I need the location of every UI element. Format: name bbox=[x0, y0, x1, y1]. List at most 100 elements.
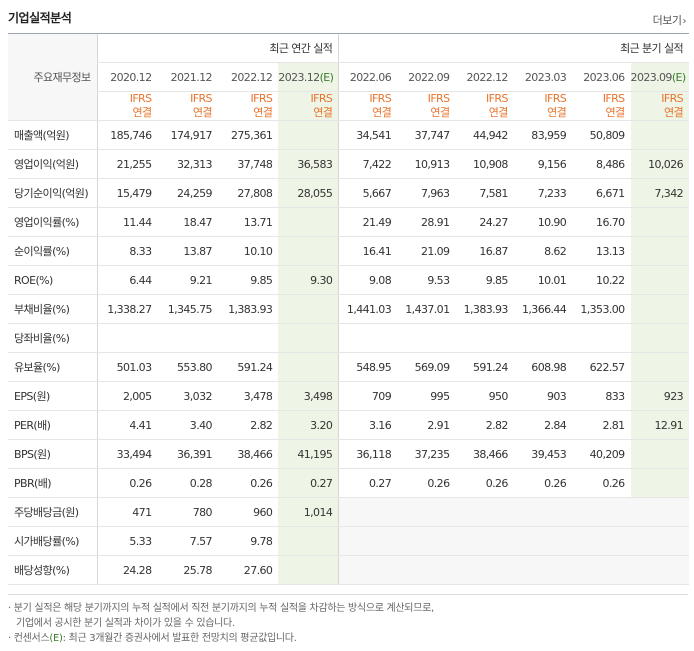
period-label: 2022.12 bbox=[231, 70, 273, 84]
table-cell: 9.21 bbox=[157, 265, 218, 295]
table-cell bbox=[630, 526, 689, 556]
table-cell: 10.22 bbox=[572, 265, 631, 295]
chevron-right-icon: › bbox=[682, 16, 687, 27]
table-cell: 471 bbox=[96, 497, 158, 527]
row-label: PER(배) bbox=[8, 410, 98, 440]
table-cell: 5,667 bbox=[338, 178, 398, 208]
period-header: 2023.09(E) bbox=[630, 62, 689, 92]
table-cell: 780 bbox=[157, 497, 218, 527]
table-cell: 0.26 bbox=[455, 468, 514, 498]
table-cell: 1,345.75 bbox=[157, 294, 218, 324]
table-cell: 27.60 bbox=[217, 555, 279, 585]
table-cell: 591.24 bbox=[455, 352, 514, 382]
footnote-2-prefix: · 컨센서스 bbox=[8, 633, 50, 644]
table-cell: 24,259 bbox=[157, 178, 218, 208]
table-cell: 40,209 bbox=[572, 439, 631, 469]
table-cell bbox=[397, 555, 456, 585]
table-cell: 1,383.93 bbox=[217, 294, 279, 324]
table-cell: 7.57 bbox=[157, 526, 218, 556]
table-cell bbox=[630, 352, 689, 382]
period-label: 2020.12 bbox=[110, 70, 152, 84]
ifrs-line: IFRS bbox=[310, 92, 333, 105]
ifrs-line: IFRS bbox=[544, 92, 567, 105]
table-cell bbox=[572, 555, 631, 585]
table-cell: 7,963 bbox=[397, 178, 456, 208]
table-cell bbox=[397, 497, 456, 527]
table-cell: 6.44 bbox=[96, 265, 158, 295]
table-cell: 28.91 bbox=[397, 207, 456, 237]
period-header: 2022.12 bbox=[217, 62, 279, 92]
period-label: 2021.12 bbox=[170, 70, 213, 84]
row-label: 순이익률(%) bbox=[8, 236, 98, 266]
table-cell: 2.82 bbox=[455, 410, 514, 440]
period-label: 2022.06 bbox=[349, 70, 392, 84]
table-cell: 903 bbox=[513, 381, 573, 411]
table-cell: 39,453 bbox=[513, 439, 573, 469]
table-cell: 36,118 bbox=[338, 439, 398, 469]
table-cell: 25.78 bbox=[157, 555, 218, 585]
table-cell bbox=[278, 294, 339, 324]
period-label: 2022.09 bbox=[408, 70, 450, 84]
table-cell: 16.41 bbox=[338, 236, 398, 266]
row-label: EPS(원) bbox=[8, 381, 98, 411]
table-cell: 9.08 bbox=[338, 265, 398, 295]
consolidated-line: 연결 bbox=[605, 106, 626, 119]
period-label: 2023.06 bbox=[583, 70, 625, 84]
consolidated-line: 연결 bbox=[253, 106, 273, 119]
estimate-mark: (E) bbox=[671, 70, 686, 84]
table-cell: 3,032 bbox=[157, 381, 218, 411]
footnote-2: · 컨센서스(E): 최근 3개월간 증권사에서 발표한 전망치의 평균값입니다… bbox=[8, 631, 688, 646]
table-cell: 1,353.00 bbox=[572, 294, 631, 324]
table-cell: 11.44 bbox=[96, 207, 158, 237]
consolidated-line: 연결 bbox=[132, 106, 152, 119]
period-label: 2023.12 bbox=[278, 70, 320, 84]
table-cell: 0.26 bbox=[96, 468, 158, 498]
table-cell bbox=[397, 323, 456, 353]
period-label: 2022.12 bbox=[466, 70, 509, 84]
table-cell: 5.33 bbox=[96, 526, 158, 556]
table-cell bbox=[338, 526, 398, 556]
financial-summary-table: 주요재무정보 최근 연간 실적 최근 분기 실적 2020.12 2021.12 2… bbox=[8, 33, 689, 585]
section-header: 기업실적분석 더보기› bbox=[0, 0, 694, 32]
table-cell: 33,494 bbox=[96, 439, 158, 469]
table-cell: 24.28 bbox=[96, 555, 158, 585]
table-cell: 9.30 bbox=[278, 265, 339, 295]
table-cell: 13.13 bbox=[572, 236, 631, 266]
table-cell bbox=[278, 555, 339, 585]
table-cell: 37,747 bbox=[397, 120, 456, 150]
period-header: 2021.12 bbox=[157, 62, 218, 92]
table-cell bbox=[278, 236, 339, 266]
table-row: 영업이익률(%) 11.44 18.47 13.71 21.49 28.91 24.27 10… bbox=[8, 207, 689, 237]
table-cell bbox=[157, 323, 218, 353]
table-cell: 34,541 bbox=[338, 120, 398, 150]
table-cell: 6,671 bbox=[572, 178, 631, 208]
consolidated-line: 연결 bbox=[372, 106, 392, 119]
table-row: BPS(원) 33,494 36,391 38,466 41,195 36,118 37,2… bbox=[8, 439, 689, 469]
table-cell: 41,195 bbox=[278, 439, 339, 469]
table-cell: 7,233 bbox=[513, 178, 573, 208]
table-cell: 0.26 bbox=[217, 468, 279, 498]
table-cell: 2.82 bbox=[217, 410, 279, 440]
table-cell: 0.26 bbox=[513, 468, 573, 498]
table-row: 배당성향(%) 24.28 25.78 27.60 bbox=[8, 555, 689, 585]
table-cell: 24.27 bbox=[455, 207, 514, 237]
period-header: 2023.06 bbox=[572, 62, 631, 92]
ifrs-line: IFRS bbox=[427, 92, 450, 105]
table-row: ROE(%) 6.44 9.21 9.85 9.30 9.08 9.53 9.85 10.01 1… bbox=[8, 265, 689, 295]
table-cell bbox=[630, 120, 689, 150]
table-row: 영업이익(억원) 21,255 32,313 37,748 36,583 7,422 10,… bbox=[8, 149, 689, 179]
table-cell: 4.41 bbox=[96, 410, 158, 440]
quarter-group-header: 최근 분기 실적 bbox=[338, 33, 689, 63]
table-cell: 16.87 bbox=[455, 236, 514, 266]
more-link[interactable]: 더보기› bbox=[653, 12, 687, 28]
table-cell: 608.98 bbox=[513, 352, 573, 382]
ifrs-label: IFRS 연결 bbox=[96, 91, 158, 121]
table-cell bbox=[572, 323, 631, 353]
table-cell bbox=[630, 468, 689, 498]
table-cell: 3,478 bbox=[217, 381, 279, 411]
table-cell: 9.78 bbox=[217, 526, 279, 556]
table-cell bbox=[278, 352, 339, 382]
table-cell: 1,366.44 bbox=[513, 294, 573, 324]
table-cell: 7,422 bbox=[338, 149, 398, 179]
table-cell: 1,014 bbox=[278, 497, 339, 527]
